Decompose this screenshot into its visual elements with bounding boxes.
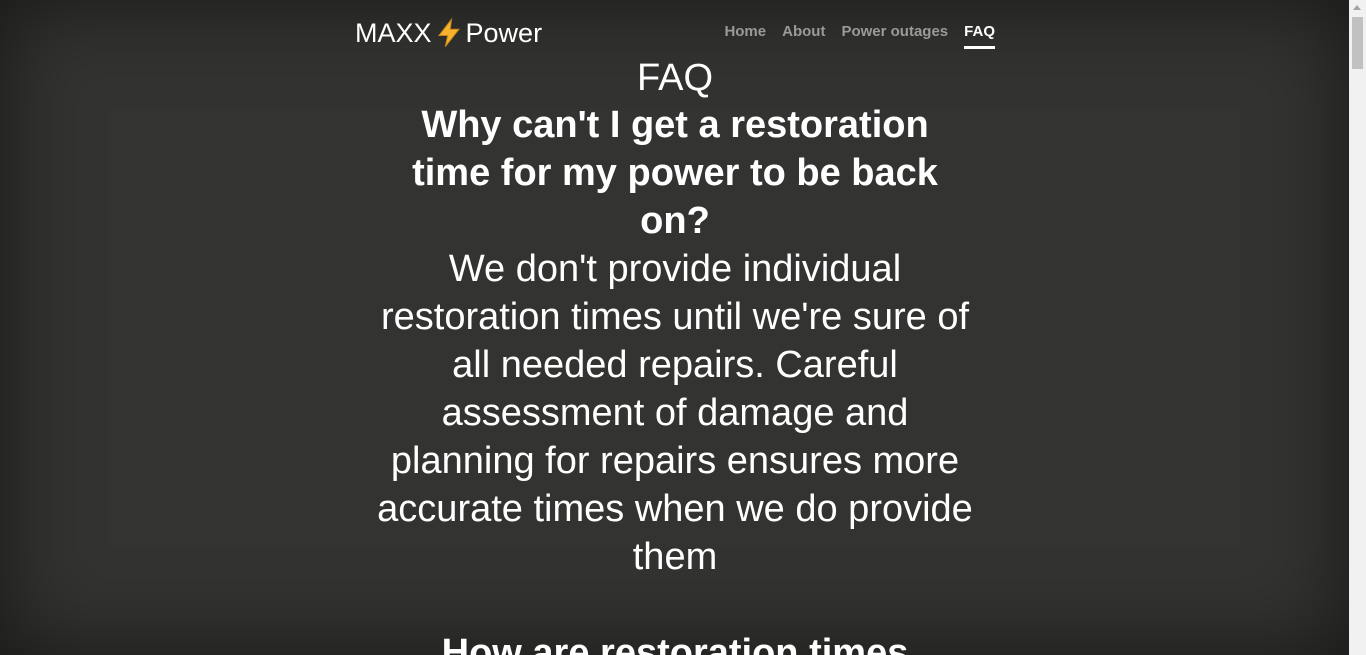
nav-home[interactable]: Home bbox=[724, 22, 766, 49]
faq-answer: We don't provide individual restoration … bbox=[365, 245, 985, 581]
navbar: MAXX Power Home About Power outages FAQ bbox=[355, 14, 995, 54]
faq-question-next: How are restoration times bbox=[365, 629, 985, 655]
brand-logo[interactable]: MAXX Power bbox=[355, 17, 542, 49]
nav-about[interactable]: About bbox=[782, 22, 825, 49]
page-scrollbar[interactable] bbox=[1349, 0, 1366, 655]
nav-power-outages[interactable]: Power outages bbox=[841, 22, 948, 49]
faq-question: Why can't I get a restoration time for m… bbox=[365, 101, 985, 245]
brand-name-left: MAXX bbox=[355, 17, 432, 49]
page-title: FAQ bbox=[365, 55, 985, 101]
main-nav: Home About Power outages FAQ bbox=[724, 22, 995, 49]
nav-faq[interactable]: FAQ bbox=[964, 22, 995, 49]
faq-content: FAQ Why can't I get a restoration time f… bbox=[365, 55, 985, 655]
lightning-bolt-icon bbox=[434, 18, 464, 48]
scroll-up-arrow-icon[interactable] bbox=[1353, 5, 1361, 10]
brand-name-right: Power bbox=[466, 17, 543, 49]
scrollbar-thumb[interactable] bbox=[1352, 17, 1363, 69]
